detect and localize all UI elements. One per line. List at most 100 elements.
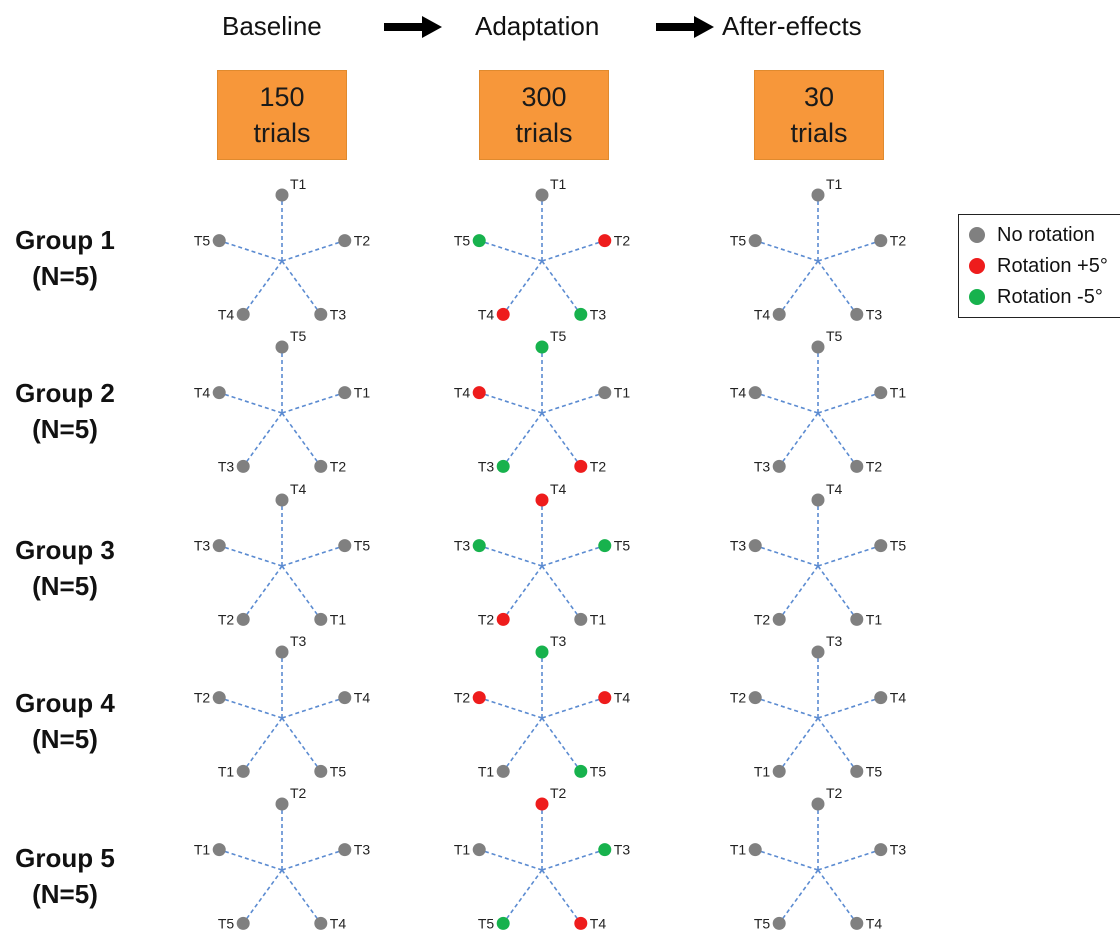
target-layout-after-effects: T1 T2 T3 T4 T5	[730, 176, 906, 322]
connector-line	[242, 412, 283, 467]
trials-box-baseline: 150 trials	[217, 70, 347, 160]
connector-line	[754, 544, 819, 567]
target-dot	[338, 843, 352, 857]
target-dot	[850, 459, 864, 473]
connector-line	[502, 869, 543, 924]
target-label: T1	[290, 176, 307, 192]
target-dot	[874, 539, 888, 553]
target-label: T5	[826, 328, 843, 344]
connector-line	[218, 696, 283, 719]
legend-label: Rotation +5°	[997, 254, 1108, 277]
target-label: T5	[454, 233, 471, 249]
connector-line	[502, 565, 543, 620]
target-dot	[275, 188, 289, 202]
target-dot	[874, 843, 888, 857]
connector-line	[502, 717, 543, 772]
target-label: T2	[590, 458, 607, 474]
target-dot	[772, 612, 786, 626]
target-label: T5	[194, 233, 211, 249]
legend-label: No rotation	[997, 223, 1095, 246]
connector-line	[281, 239, 346, 262]
target-dot	[314, 459, 328, 473]
group-label-2: Group 2 (N=5)	[0, 375, 130, 447]
target-layout-adaptation: T5 T1 T2 T3 T4	[454, 328, 630, 474]
target-label: T2	[454, 690, 471, 706]
target-dot	[874, 691, 888, 705]
target-label: T3	[754, 458, 771, 474]
target-dot	[496, 916, 510, 930]
connector-line	[281, 260, 322, 315]
right-arrow-icon	[656, 16, 714, 38]
target-label: T1	[866, 611, 883, 627]
target-label: T3	[890, 842, 907, 858]
connector-line	[817, 565, 858, 620]
target-dot	[472, 539, 486, 553]
target-dot	[496, 612, 510, 626]
connector-line	[754, 391, 819, 414]
target-dot	[748, 234, 762, 248]
legend-label: Rotation -5°	[997, 285, 1103, 308]
target-label: T3	[826, 633, 843, 649]
target-dot	[874, 234, 888, 248]
target-label: T2	[194, 690, 211, 706]
target-dot	[212, 386, 226, 400]
target-label: T1	[826, 176, 843, 192]
target-dot	[472, 843, 486, 857]
trials-box-after-effects: 30 trials	[754, 70, 884, 160]
target-label: T3	[354, 842, 371, 858]
target-label: T3	[614, 842, 631, 858]
target-dot	[811, 493, 825, 507]
group-n: (N=5)	[32, 879, 98, 909]
connector-line	[541, 412, 582, 467]
target-label: T1	[330, 611, 347, 627]
target-dot	[472, 234, 486, 248]
connector-line	[242, 869, 283, 924]
target-layout-adaptation: T2 T3 T4 T5 T1	[454, 785, 631, 931]
target-label: T5	[478, 915, 495, 931]
target-dot	[598, 386, 612, 400]
target-label: T1	[454, 842, 471, 858]
group-n: (N=5)	[32, 261, 98, 291]
target-label: T2	[754, 611, 771, 627]
target-dot	[314, 764, 328, 778]
target-dot	[850, 307, 864, 321]
target-layout-baseline: T1 T2 T3 T4 T5	[194, 176, 370, 322]
group-n: (N=5)	[32, 571, 98, 601]
target-label: T5	[354, 538, 371, 554]
target-label: T4	[454, 385, 471, 401]
target-layout-after-effects: T5 T1 T2 T3 T4	[730, 328, 906, 474]
circle-icon	[969, 227, 985, 243]
target-dot	[535, 645, 549, 659]
connector-line	[817, 239, 882, 262]
target-label: T5	[890, 538, 907, 554]
target-dot	[338, 539, 352, 553]
group-label-4: Group 4 (N=5)	[0, 685, 130, 757]
target-layout-baseline: T3 T4 T5 T1 T2	[194, 633, 370, 779]
target-dot	[212, 539, 226, 553]
right-arrow-icon	[384, 16, 442, 38]
target-dot	[275, 797, 289, 811]
target-dot	[496, 307, 510, 321]
target-label: T1	[590, 611, 607, 627]
target-label: T3	[590, 306, 607, 322]
connector-line	[281, 696, 346, 719]
connector-line	[541, 565, 582, 620]
connector-line	[218, 239, 283, 262]
target-dot	[598, 234, 612, 248]
target-label: T5	[754, 915, 771, 931]
connector-line	[218, 391, 283, 414]
target-dot	[472, 386, 486, 400]
target-layout-after-effects: T2 T3 T4 T5 T1	[730, 785, 907, 931]
target-dot	[338, 386, 352, 400]
target-label: T3	[330, 306, 347, 322]
target-dot	[850, 916, 864, 930]
target-label: T2	[218, 611, 235, 627]
connector-line	[778, 717, 819, 772]
target-dot	[275, 340, 289, 354]
phase-title-baseline: Baseline	[222, 11, 322, 41]
phase-title-after-effects: After-effects	[722, 11, 862, 41]
connector-line	[242, 565, 283, 620]
connector-line	[281, 717, 322, 772]
trials-count: 150	[259, 82, 305, 112]
target-dot	[598, 539, 612, 553]
